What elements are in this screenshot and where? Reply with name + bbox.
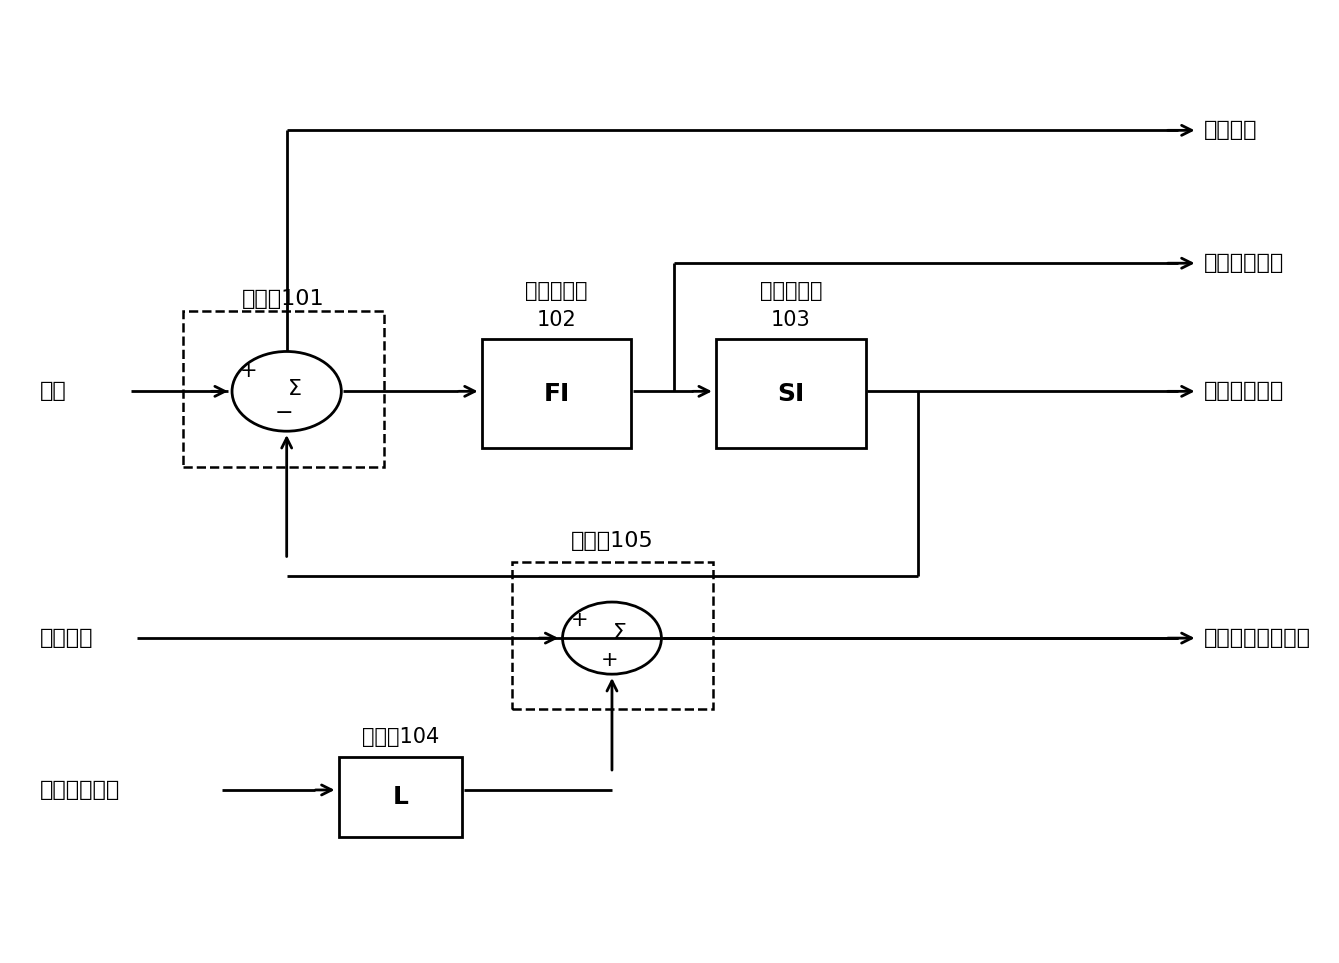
Text: 输入: 输入 bbox=[39, 381, 66, 402]
Text: Σ: Σ bbox=[288, 379, 301, 400]
Text: 102: 102 bbox=[537, 310, 577, 329]
Text: 最速跟踪微分输出: 最速跟踪微分输出 bbox=[1204, 628, 1311, 648]
Text: +: + bbox=[570, 611, 589, 630]
Bar bbox=[482, 339, 632, 449]
Text: −: − bbox=[274, 403, 293, 424]
Bar bbox=[339, 757, 462, 838]
Bar bbox=[716, 339, 866, 449]
Bar bbox=[511, 562, 714, 710]
Text: Σ: Σ bbox=[612, 623, 627, 643]
Text: 第二积劆输出: 第二积劆输出 bbox=[1204, 381, 1284, 402]
Text: L: L bbox=[392, 785, 408, 809]
Text: 延时器104: 延时器104 bbox=[362, 727, 439, 747]
Bar bbox=[182, 311, 384, 467]
Text: 第一积分输出: 第一积分输出 bbox=[39, 780, 119, 800]
Text: 减法器101: 减法器101 bbox=[242, 289, 325, 309]
Text: 反馈输出: 反馈输出 bbox=[39, 628, 92, 648]
Text: +: + bbox=[601, 650, 619, 669]
Text: FI: FI bbox=[544, 381, 570, 405]
Text: 第一积分器: 第一积分器 bbox=[525, 281, 588, 301]
Text: 加法器105: 加法器105 bbox=[570, 531, 653, 551]
Text: 反馈输出: 反馈输出 bbox=[1204, 120, 1257, 141]
Text: 103: 103 bbox=[771, 310, 810, 329]
Text: +: + bbox=[240, 361, 257, 381]
Text: 第一积分输出: 第一积分输出 bbox=[1204, 253, 1284, 273]
Text: SI: SI bbox=[777, 381, 805, 405]
Text: 第二积分器: 第二积分器 bbox=[759, 281, 822, 301]
